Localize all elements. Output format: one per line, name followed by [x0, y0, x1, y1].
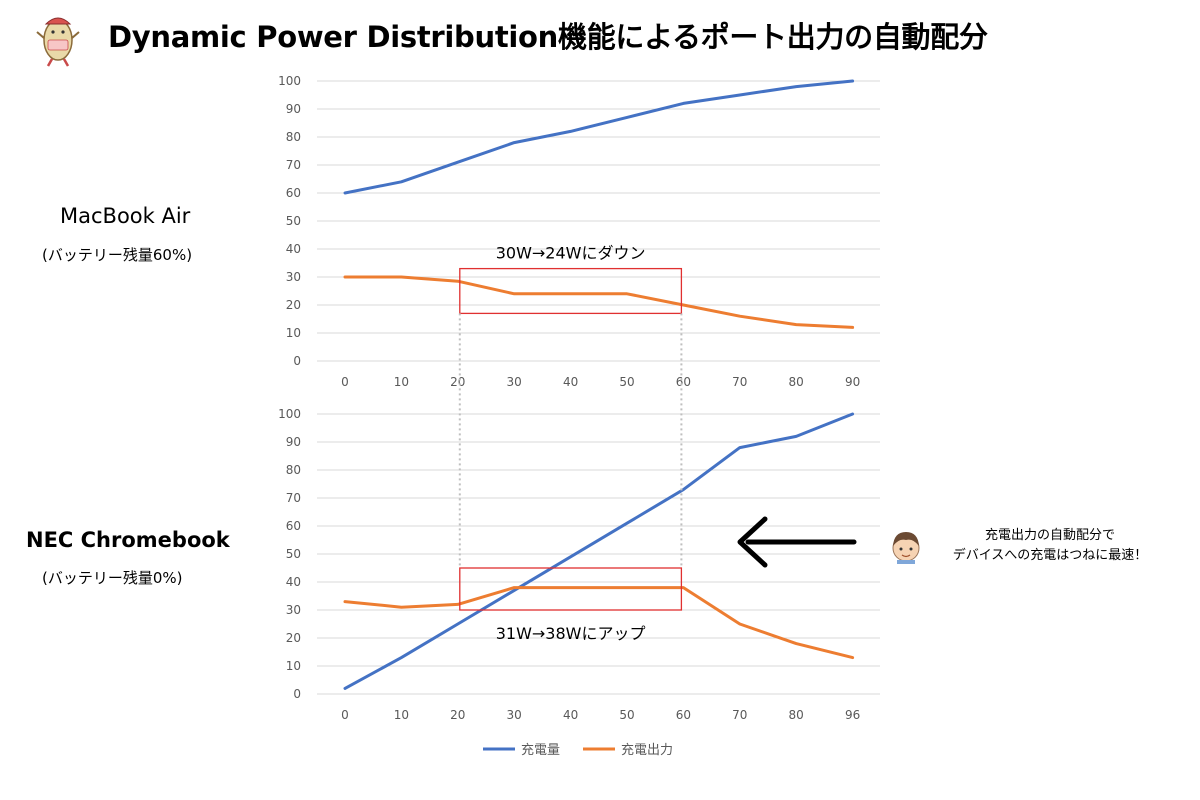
x-tick-label: 60 [676, 708, 691, 722]
y-tick-label: 70 [286, 158, 301, 172]
series-line-2 [343, 586, 855, 660]
y-tick-label: 30 [286, 603, 301, 617]
x-tick-label: 60 [676, 375, 691, 389]
x-tick-label: 80 [789, 708, 804, 722]
y-tick-label: 100 [278, 407, 301, 421]
y-tick-label: 50 [286, 547, 301, 561]
series-line-1 [343, 412, 855, 690]
y-tick-label: 10 [286, 659, 301, 673]
y-tick-label: 100 [278, 74, 301, 88]
y-tick-label: 80 [286, 463, 301, 477]
x-tick-label: 30 [507, 375, 522, 389]
arrow-head [737, 516, 768, 568]
avatar-icon [892, 532, 920, 564]
y-tick-label: 0 [293, 354, 301, 368]
device-name-macbook: MacBook Air [60, 204, 191, 228]
series-line-2 [343, 275, 855, 329]
x-tick-label: 30 [507, 708, 522, 722]
x-tick-label: 80 [789, 375, 804, 389]
y-tick-label: 60 [286, 519, 301, 533]
battery-note-macbook: (バッテリー残量60%) [42, 246, 193, 264]
x-tick-label: 96 [845, 708, 860, 722]
device-name-chromebook: NEC Chromebook [26, 528, 230, 552]
y-tick-label: 80 [286, 130, 301, 144]
x-tick-label: 70 [732, 708, 747, 722]
x-tick-label: 70 [732, 375, 747, 389]
y-tick-label: 30 [286, 270, 301, 284]
y-tick-label: 50 [286, 214, 301, 228]
callout-line-1: 充電出力の自動配分で [984, 528, 1115, 543]
legend-label: 充電出力 [621, 742, 673, 758]
x-tick-label: 10 [394, 375, 409, 389]
page-title: Dynamic Power Distribution機能によるポート出力の自動配… [108, 20, 988, 54]
x-tick-label: 40 [563, 708, 578, 722]
y-tick-label: 40 [286, 575, 301, 589]
x-tick-label: 90 [845, 375, 860, 389]
annotation-box [459, 567, 683, 611]
annotation-label: 30W→24Wにダウン [496, 244, 646, 263]
x-tick-label: 20 [450, 375, 465, 389]
chart-1: 0 10 20 30 40 50 60 70 80 90 100 0 10 20 30 40 50 60 70 80 9… [278, 74, 880, 389]
legend-label: 充電量 [521, 742, 560, 758]
x-tick-label: 50 [619, 375, 634, 389]
y-tick-label: 20 [286, 631, 301, 645]
y-tick-label: 90 [286, 435, 301, 449]
y-tick-label: 0 [293, 687, 301, 701]
battery-note-chromebook: (バッテリー残量0%) [42, 569, 183, 587]
callout-text: 充電出力の自動配分で デバイスへの充電はつねに最速！ [924, 526, 1176, 566]
x-tick-label: 20 [450, 708, 465, 722]
x-tick-label: 50 [619, 708, 634, 722]
callout-line-2: デバイスへの充電はつねに最速！ [952, 548, 1148, 563]
y-tick-label: 40 [286, 242, 301, 256]
chart-2: 0 10 20 30 40 50 60 70 80 90 100 0 10 20 30 40 50 60 70 80 9… [278, 407, 880, 722]
y-tick-label: 90 [286, 102, 301, 116]
y-tick-label: 10 [286, 326, 301, 340]
mascot-icon [36, 17, 80, 67]
x-tick-label: 10 [394, 708, 409, 722]
series-line-1 [343, 79, 855, 195]
annotation-box [459, 267, 683, 315]
x-tick-label: 40 [563, 375, 578, 389]
annotation-label: 31W→38Wにアップ [496, 624, 646, 643]
x-tick-label: 0 [341, 375, 349, 389]
y-tick-label: 20 [286, 298, 301, 312]
x-tick-label: 0 [341, 708, 349, 722]
legend: 充電量 充電出力 [483, 742, 673, 758]
y-tick-label: 70 [286, 491, 301, 505]
y-tick-label: 60 [286, 186, 301, 200]
